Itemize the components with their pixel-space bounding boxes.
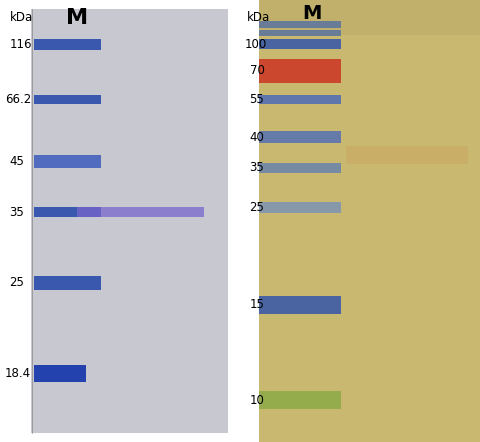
FancyBboxPatch shape — [31, 9, 228, 433]
FancyBboxPatch shape — [259, 163, 341, 173]
FancyBboxPatch shape — [259, 39, 341, 49]
FancyBboxPatch shape — [259, 58, 341, 83]
Text: 35: 35 — [10, 206, 24, 219]
FancyBboxPatch shape — [259, 0, 480, 442]
FancyBboxPatch shape — [34, 38, 101, 50]
Text: 18.4: 18.4 — [5, 367, 31, 380]
FancyBboxPatch shape — [259, 202, 341, 213]
FancyBboxPatch shape — [259, 30, 341, 36]
FancyBboxPatch shape — [259, 21, 341, 27]
FancyBboxPatch shape — [259, 95, 341, 104]
Text: 40: 40 — [250, 130, 264, 144]
FancyBboxPatch shape — [34, 365, 86, 382]
FancyBboxPatch shape — [259, 0, 480, 35]
FancyBboxPatch shape — [259, 391, 341, 409]
FancyBboxPatch shape — [77, 207, 204, 217]
Text: kDa: kDa — [247, 11, 270, 24]
Text: 66.2: 66.2 — [5, 93, 31, 106]
Text: 116: 116 — [10, 38, 32, 51]
FancyBboxPatch shape — [259, 296, 341, 314]
FancyBboxPatch shape — [34, 276, 101, 290]
Text: M: M — [302, 4, 322, 23]
Text: M: M — [66, 8, 88, 28]
FancyBboxPatch shape — [346, 146, 468, 164]
FancyBboxPatch shape — [34, 207, 101, 217]
Text: 10: 10 — [250, 393, 264, 407]
Text: kDa: kDa — [10, 11, 33, 24]
Text: 70: 70 — [250, 64, 264, 77]
FancyBboxPatch shape — [34, 95, 101, 104]
Text: 55: 55 — [250, 93, 264, 106]
FancyBboxPatch shape — [259, 131, 341, 143]
FancyBboxPatch shape — [34, 155, 101, 168]
Text: 35: 35 — [250, 161, 264, 175]
Text: 25: 25 — [250, 201, 264, 214]
Text: 25: 25 — [10, 276, 24, 290]
Text: 100: 100 — [245, 38, 267, 51]
Text: 45: 45 — [10, 155, 24, 168]
Text: 15: 15 — [250, 298, 264, 312]
